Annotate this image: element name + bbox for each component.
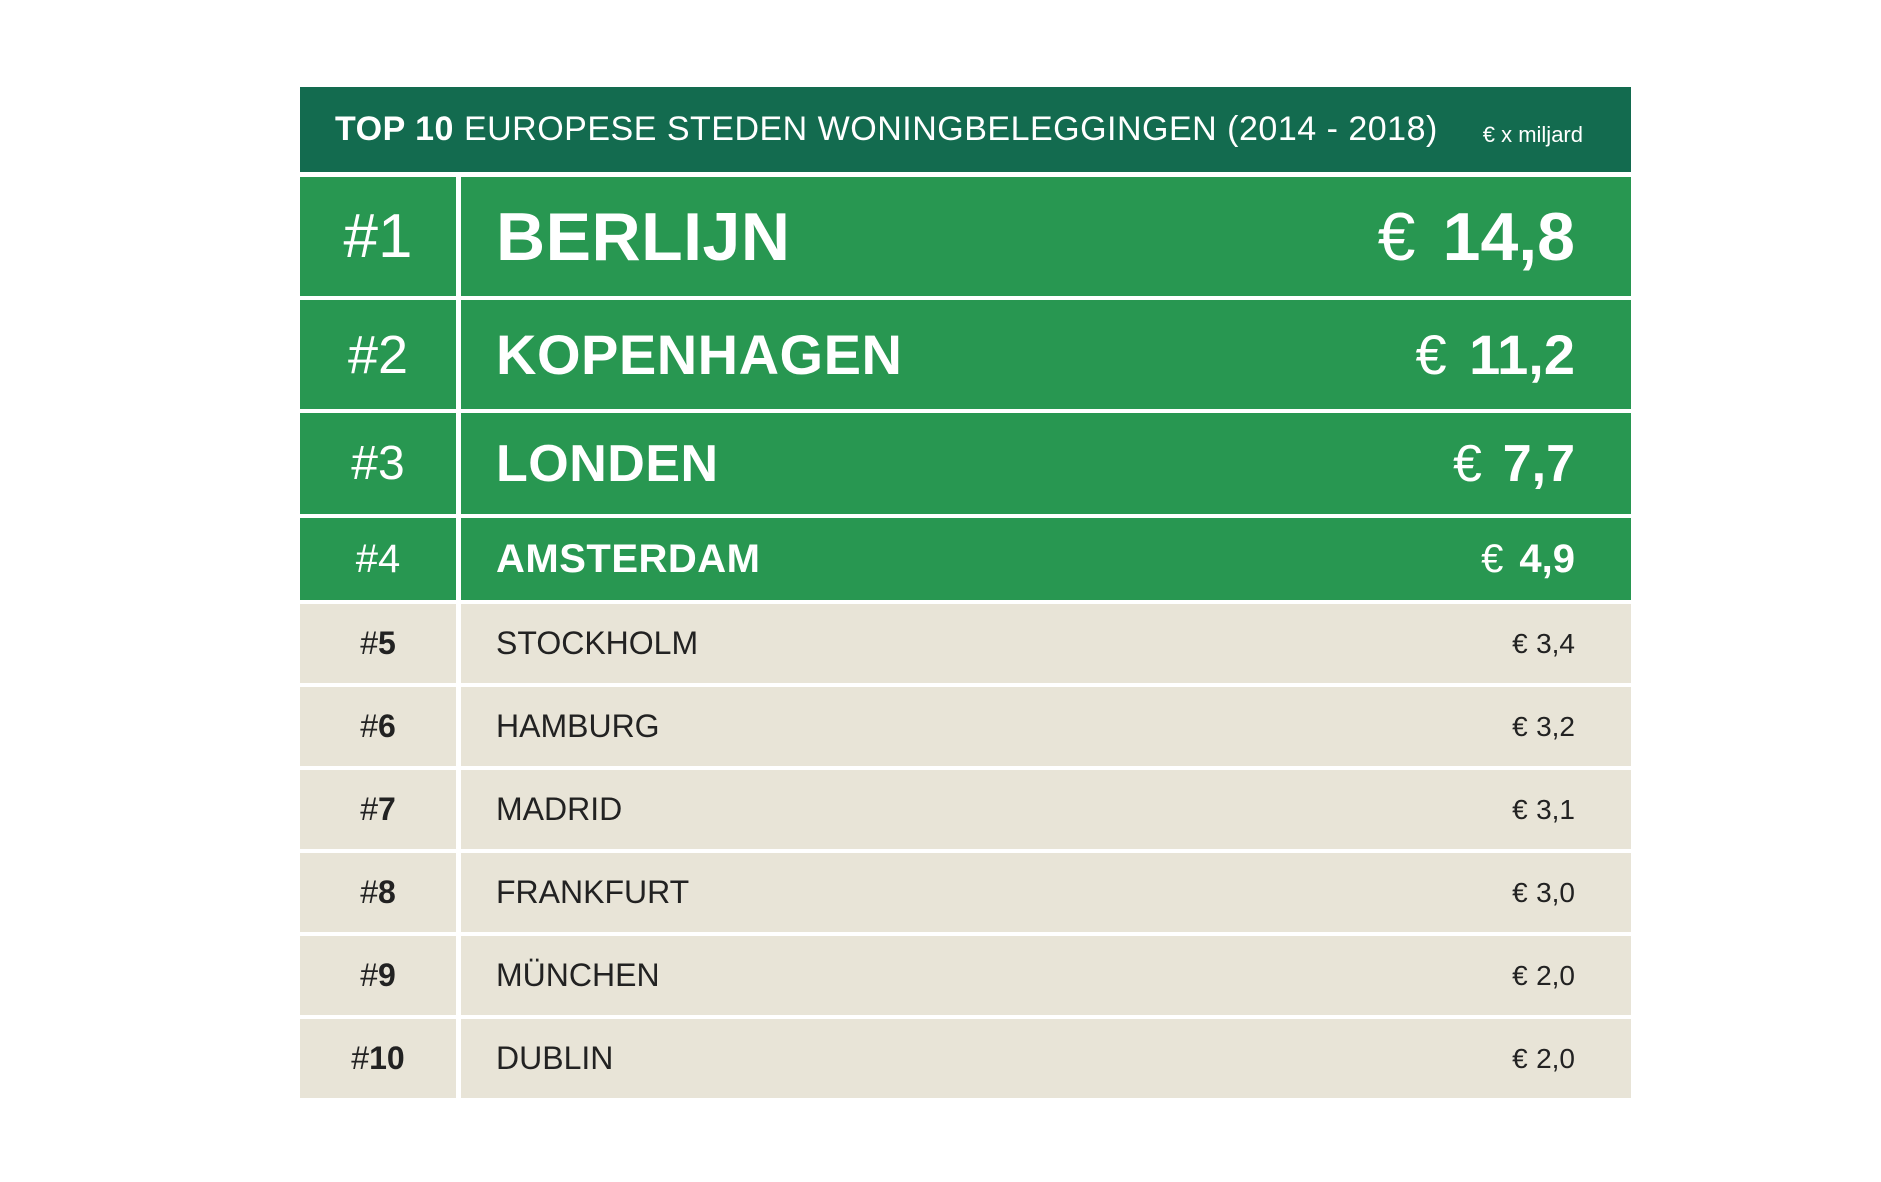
rank-number: 6 [378, 708, 396, 744]
table-row: #6 HAMBURG €3,2 [300, 687, 1631, 766]
city-cell: STOCKHOLM €3,4 [461, 604, 1631, 683]
city-cell: KOPENHAGEN €11,2 [461, 300, 1631, 409]
currency-symbol: € [1452, 434, 1482, 493]
rank-number: 10 [369, 1040, 405, 1076]
title-bold: TOP 10 [335, 110, 454, 148]
currency-symbol: € [1512, 710, 1528, 742]
city-cell: AMSTERDAM €4,9 [461, 518, 1631, 600]
city-cell: FRANKFURT €3,0 [461, 853, 1631, 932]
city-name: FRANKFURT [496, 874, 690, 910]
value-amount: 11,2 [1469, 323, 1575, 386]
rank-number: 2 [378, 324, 409, 385]
table-title: TOP 10 EUROPESE STEDEN WONINGBELEGGINGEN … [335, 110, 1438, 149]
value-amount: 3,4 [1536, 627, 1575, 659]
value-amount: 2,0 [1536, 959, 1575, 991]
city-cell: MADRID €3,1 [461, 770, 1631, 849]
currency-symbol: € [1512, 793, 1528, 825]
currency-symbol: € [1415, 323, 1447, 386]
rank-number: 5 [378, 625, 396, 661]
rank-hash: # [360, 791, 378, 827]
rank-cell: #7 [300, 770, 456, 849]
table-body: #1 BERLIJN €14,8 #2 KOPENHAGEN €11,2 #3 LONDEN €… [300, 177, 1631, 1098]
currency-symbol: € [1377, 198, 1416, 275]
investment-value: €2,0 [1512, 960, 1575, 992]
table-row: #4 AMSTERDAM €4,9 [300, 518, 1631, 600]
currency-symbol: € [1512, 959, 1528, 991]
rank-hash: # [351, 1040, 370, 1076]
table-row: #3 LONDEN €7,7 [300, 413, 1631, 514]
rank-hash: # [360, 708, 378, 744]
rank-hash: # [360, 625, 378, 661]
value-amount: 3,0 [1536, 876, 1575, 908]
currency-symbol: € [1512, 627, 1528, 659]
city-cell: LONDEN €7,7 [461, 413, 1631, 514]
rank-cell: #3 [300, 413, 456, 514]
investment-value: €3,2 [1512, 711, 1575, 743]
value-amount: 2,0 [1536, 1042, 1575, 1074]
investment-value: €14,8 [1378, 198, 1575, 276]
table-row: #1 BERLIJN €14,8 [300, 177, 1631, 296]
table-row: #7 MADRID €3,1 [300, 770, 1631, 849]
city-name: MADRID [496, 791, 623, 827]
rank-number: 3 [378, 437, 405, 490]
value-amount: 7,7 [1502, 434, 1575, 493]
table-row: #8 FRANKFURT €3,0 [300, 853, 1631, 932]
currency-symbol: € [1481, 536, 1504, 581]
rank-hash: # [347, 324, 378, 385]
rank-cell: #6 [300, 687, 456, 766]
table-header: TOP 10 EUROPESE STEDEN WONINGBELEGGINGEN … [300, 87, 1631, 172]
rank-cell: #4 [300, 518, 456, 600]
rank-number: 4 [378, 536, 401, 581]
rank-hash: # [360, 957, 378, 993]
rank-number: 8 [378, 874, 396, 910]
value-amount: 14,8 [1442, 198, 1575, 275]
table-row: #5 STOCKHOLM €3,4 [300, 604, 1631, 683]
rank-cell: #8 [300, 853, 456, 932]
table-row: #9 MÜNCHEN €2,0 [300, 936, 1631, 1015]
title-text: EUROPESE STEDEN WONINGBELEGGINGEN (2014 … [463, 110, 1438, 148]
investment-value: €3,1 [1512, 794, 1575, 826]
city-name: MÜNCHEN [496, 957, 660, 993]
investment-value: €3,4 [1512, 628, 1575, 660]
rank-hash: # [355, 536, 378, 581]
city-cell: MÜNCHEN €2,0 [461, 936, 1631, 1015]
value-amount: 3,1 [1536, 793, 1575, 825]
currency-symbol: € [1512, 876, 1528, 908]
rank-cell: #10 [300, 1019, 456, 1098]
rank-cell: #5 [300, 604, 456, 683]
city-name: HAMBURG [496, 708, 660, 744]
table-row: #10 DUBLIN €2,0 [300, 1019, 1631, 1098]
city-name: KOPENHAGEN [496, 323, 903, 386]
city-name: LONDEN [496, 434, 719, 493]
city-name: STOCKHOLM [496, 625, 699, 661]
rank-number: 7 [378, 791, 396, 827]
ranking-table: TOP 10 EUROPESE STEDEN WONINGBELEGGINGEN … [300, 87, 1631, 1102]
rank-cell: #9 [300, 936, 456, 1015]
unit-label: € x miljard [1482, 121, 1583, 147]
city-name: DUBLIN [496, 1040, 614, 1076]
investment-value: €3,0 [1512, 877, 1575, 909]
city-cell: BERLIJN €14,8 [461, 177, 1631, 296]
rank-cell: #2 [300, 300, 456, 409]
table-row: #2 KOPENHAGEN €11,2 [300, 300, 1631, 409]
city-name: AMSTERDAM [496, 536, 761, 581]
rank-hash: # [343, 202, 378, 271]
currency-symbol: € [1512, 1042, 1528, 1074]
investment-value: €11,2 [1416, 322, 1575, 387]
value-amount: 3,2 [1536, 710, 1575, 742]
investment-value: €2,0 [1512, 1043, 1575, 1075]
value-amount: 4,9 [1519, 536, 1575, 581]
rank-hash: # [351, 437, 378, 490]
rank-hash: # [360, 874, 378, 910]
investment-value: €4,9 [1481, 537, 1575, 582]
investment-value: €7,7 [1453, 434, 1575, 494]
rank-number: 1 [378, 202, 413, 271]
city-name: BERLIJN [496, 198, 791, 275]
city-cell: DUBLIN €2,0 [461, 1019, 1631, 1098]
rank-number: 9 [378, 957, 396, 993]
rank-cell: #1 [300, 177, 456, 296]
city-cell: HAMBURG €3,2 [461, 687, 1631, 766]
